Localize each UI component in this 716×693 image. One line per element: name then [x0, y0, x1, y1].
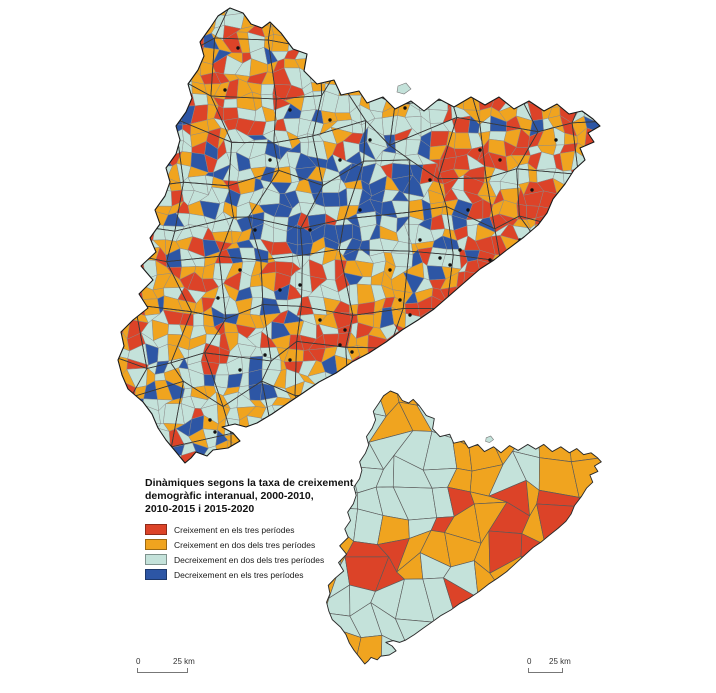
legend-item-decline-two-periods: Decreixement en dos dels tres períodes: [145, 552, 385, 567]
legend-item-label: Decreixement en els tres períodes: [174, 569, 304, 580]
legend-item-growth-three-periods: Creixement en els tres períodes: [145, 522, 385, 537]
scalebar-main-labels: 0 25 km: [136, 657, 195, 667]
legend-item-label: Creixement en els tres períodes: [174, 524, 295, 535]
legend-title: Dinàmiques segons la taxa de creixement …: [145, 477, 385, 515]
legend-swatch-blue: [145, 569, 167, 581]
scalebar-main: 0 25 km: [136, 657, 195, 673]
legend-title-line: Dinàmiques segons la taxa de creixement: [145, 477, 354, 489]
map-legend: Dinàmiques segons la taxa de creixement …: [145, 477, 385, 582]
legend-items: Creixement en els tres períodes Creixeme…: [145, 522, 385, 582]
legend-item-growth-two-periods: Creixement en dos dels tres períodes: [145, 537, 385, 552]
scalebar-inset: 0 25 km: [527, 657, 571, 673]
scalebar-zero-label: 0: [136, 657, 141, 666]
scalebar-zero-label: 0: [527, 657, 532, 666]
scalebar-bar: [137, 668, 188, 673]
scalebar-inset-labels: 0 25 km: [527, 657, 571, 667]
legend-item-label: Decreixement en dos dels tres períodes: [174, 554, 325, 565]
legend-swatch-red: [145, 524, 167, 536]
legend-title-line: 2010-2015 i 2015-2020: [145, 502, 255, 515]
legend-swatch-cyan: [145, 554, 167, 566]
scalebar-bar: [528, 668, 563, 673]
scalebar-distance-label: 25 km: [549, 657, 571, 666]
legend-swatch-orange: [145, 539, 167, 551]
scalebar-distance-label: 25 km: [173, 657, 195, 666]
legend-title-line: demogràfic interanual, 2000-2010,: [145, 489, 314, 502]
legend-item-label: Creixement en dos dels tres períodes: [174, 539, 316, 550]
legend-item-decline-three-periods: Decreixement en els tres períodes: [145, 567, 385, 582]
